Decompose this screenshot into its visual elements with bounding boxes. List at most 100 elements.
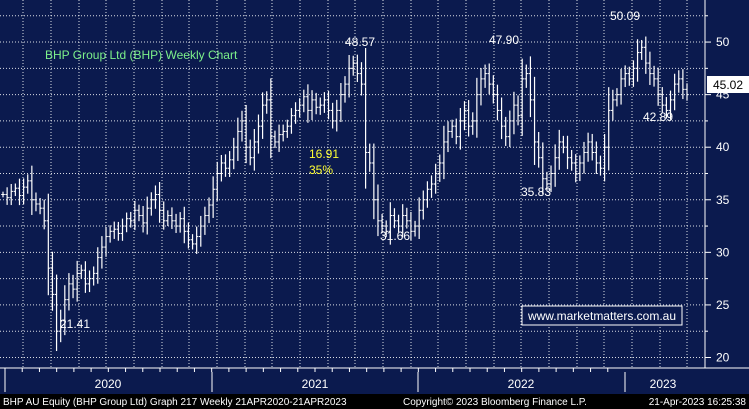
- annotation-label: 42.89: [643, 110, 673, 124]
- ohlc-bar: [540, 142, 545, 195]
- ohlc-bar: [240, 110, 244, 142]
- ohlc-bar: [104, 226, 108, 257]
- ohlc-bar: [450, 119, 454, 138]
- ohlc-bar: [334, 99, 339, 132]
- ohlc-bar: [5, 187, 9, 205]
- ohlc-bar: [409, 211, 413, 241]
- ohlc-bar: [75, 260, 79, 302]
- annotation-label: 47.90: [489, 33, 519, 47]
- ohlc-bar: [672, 73, 677, 111]
- current-price-box: [707, 76, 749, 93]
- current-price-value: 45.02: [713, 78, 743, 92]
- ohlc-bar: [643, 36, 648, 74]
- ohlc-bar: [83, 261, 88, 293]
- y-tick-label: 25: [716, 298, 730, 312]
- ohlc-bar: [260, 92, 265, 139]
- ohlc-bar: [483, 64, 487, 88]
- ohlc-bar: [388, 202, 393, 245]
- y-tick-label: 50: [716, 35, 730, 49]
- ohlc-bar: [442, 125, 446, 180]
- ohlc-bar: [108, 225, 112, 243]
- ohlc-bar: [297, 98, 302, 118]
- ohlc-bar: [413, 220, 417, 237]
- ohlc-bar: [46, 193, 51, 296]
- ohlc-bar: [454, 118, 459, 145]
- ohlc-bar: [446, 121, 450, 153]
- ohlc-bar: [137, 204, 141, 222]
- ohlc-bar: [326, 91, 331, 120]
- ohlc-bar: [178, 212, 182, 233]
- watermark-box: [521, 305, 683, 326]
- ohlc-bar: [198, 215, 203, 247]
- ohlc-bar: [598, 155, 603, 176]
- ohlc-bar: [582, 141, 586, 174]
- ohlc-bar: [475, 77, 479, 138]
- ohlc-bar: [532, 76, 537, 165]
- ohlc-bar: [174, 213, 178, 233]
- ohlc-bar: [569, 149, 574, 171]
- ohlc-bar: [512, 91, 516, 135]
- ohlc-bar: [417, 197, 421, 239]
- ohlc-bar: [38, 197, 42, 215]
- ohlc-bar: [248, 139, 253, 166]
- ohlc-bar: [71, 274, 75, 299]
- ohlc-bar: [557, 129, 562, 170]
- chart-title: BHP Group Ltd (BHP) Weekly Chart: [45, 48, 238, 62]
- ohlc-bar: [223, 154, 228, 177]
- ohlc-bar: [606, 87, 611, 171]
- ohlc-bar: [495, 84, 500, 121]
- ohlc-bar: [314, 92, 318, 115]
- footer-right: 21-Apr-2023 16:25:38: [649, 397, 747, 408]
- ohlc-bar: [619, 68, 623, 105]
- ohlc-bar: [21, 178, 26, 205]
- ohlc-bar: [396, 214, 401, 233]
- ohlc-bar: [339, 82, 343, 123]
- ohlc-bar: [656, 67, 660, 106]
- ohlc-bar: [380, 213, 384, 233]
- ohlc-bar: [310, 90, 314, 121]
- ohlc-bar: [681, 69, 685, 100]
- ohlc-bar: [63, 285, 67, 336]
- ohlc-bar: [359, 62, 364, 96]
- ohlc-bar: [524, 64, 529, 88]
- y-tick-label: 20: [716, 350, 730, 364]
- ohlc-bar: [565, 135, 570, 170]
- ohlc-bar: [67, 273, 71, 311]
- ohlc-bar: [269, 78, 273, 159]
- ohlc-bar: [392, 208, 397, 229]
- ohlc-bar: [25, 174, 30, 194]
- footer-middle: Copyright© 2023 Bloomberg Finance L.P.: [403, 397, 587, 408]
- ohlc-bar: [491, 75, 496, 104]
- ohlc-bar: [215, 161, 220, 201]
- ohlc-bar: [347, 55, 351, 98]
- ohlc-bar: [594, 141, 599, 174]
- ohlc-bar: [34, 192, 38, 212]
- ohlc-bar: [611, 89, 615, 121]
- ohlc-bar: [660, 87, 665, 113]
- ohlc-bar: [615, 88, 619, 107]
- ohlc-bar: [639, 39, 644, 60]
- x-tick-label: 2022: [508, 377, 535, 391]
- footer-bar: [0, 394, 749, 409]
- annotation-label: 50.09: [610, 9, 640, 23]
- ohlc-bar: [405, 207, 409, 229]
- ohlc-bar: [635, 39, 640, 82]
- ohlc-bar: [536, 132, 541, 168]
- ohlc-bar: [425, 181, 430, 208]
- ohlc-bar: [273, 130, 277, 148]
- ohlc-bar: [487, 63, 492, 95]
- ohlc-bar: [281, 124, 285, 142]
- ohlc-bar: [112, 221, 117, 239]
- ohlc-bar: [277, 124, 281, 152]
- ohlc-bar: [203, 206, 207, 235]
- ohlc-bar: [289, 108, 294, 134]
- ohlc-bar: [301, 89, 306, 113]
- ohlc-bar: [578, 155, 582, 182]
- ohlc-bar: [685, 83, 689, 101]
- ohlc-bar: [219, 154, 224, 182]
- ohlc-bar: [128, 211, 133, 228]
- ohlc-bar: [120, 218, 125, 241]
- ohlc-bar: [376, 184, 380, 237]
- ohlc-bar: [207, 197, 211, 224]
